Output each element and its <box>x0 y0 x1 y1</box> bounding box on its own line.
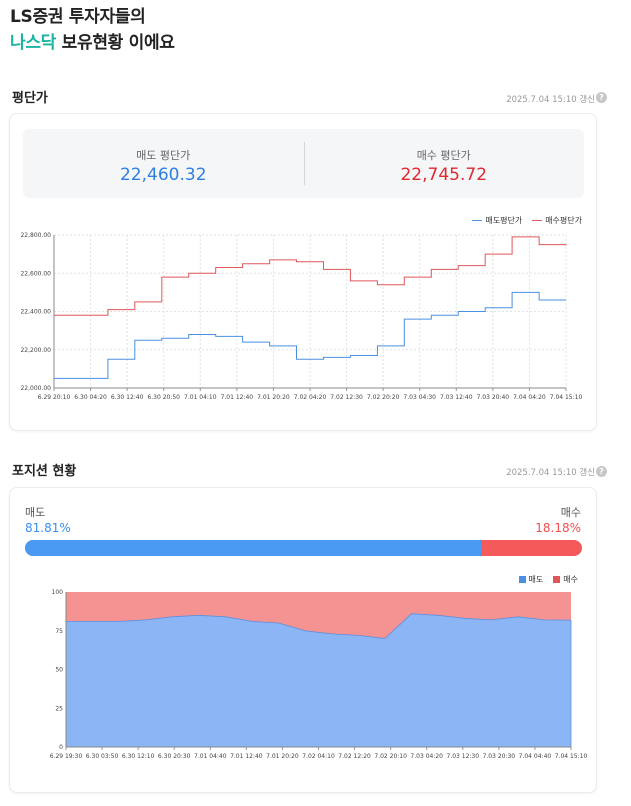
x-tick-label: 7.01 04:10 <box>184 394 217 401</box>
pos-section-title: 포지션 현황 <box>12 464 77 479</box>
headline-accent: 나스닥 <box>10 33 57 53</box>
x-tick-label: 7.01 20:20 <box>257 394 290 401</box>
position-ratio-sell-fill <box>25 540 481 556</box>
y-tick-label: 50 <box>55 667 63 674</box>
x-tick-label: 7.01 12:40 <box>230 753 263 760</box>
sell-avg-block: 매도 평단가 22,460.32 <box>23 129 304 198</box>
pos-buy-value: 18.18% <box>535 521 581 535</box>
x-tick-label: 6.30 20:50 <box>147 394 180 401</box>
x-tick-label: 6.30 20:30 <box>158 753 191 760</box>
buy-avg-value: 22,745.72 <box>400 165 488 185</box>
legend-item-buy[interactable]: 매수 <box>553 574 578 585</box>
y-tick-label: 0 <box>59 744 63 751</box>
x-tick-label: 6.29 19:30 <box>50 753 83 760</box>
series-line-buy <box>54 236 567 316</box>
page-headline: LS증권 투자자들의 나스닥 보유현황 이에요 <box>10 4 175 56</box>
y-tick-label: 22,400.00 <box>20 309 51 316</box>
x-tick-label: 6.30 12:10 <box>122 753 155 760</box>
summary-divider <box>303 142 305 185</box>
buy-avg-label: 매수 평단가 <box>416 149 471 162</box>
x-tick-label: 7.02 12:20 <box>338 753 371 760</box>
y-tick-label: 100 <box>52 589 64 596</box>
x-tick-label: 7.01 04:40 <box>194 753 227 760</box>
position-ratio-bar <box>25 540 582 556</box>
x-tick-label: 6.30 04:20 <box>74 394 107 401</box>
pos-sell-value: 81.81% <box>25 521 71 535</box>
x-tick-label: 7.02 20:10 <box>374 753 407 760</box>
legend-item-sell[interactable]: 매도평단가 <box>472 215 522 226</box>
position-area-chart: 0 25 50 75 100 6.29 19:30 6.30 03:50 6.30 12:10… <box>50 589 588 760</box>
y-tick-label: 75 <box>55 628 63 635</box>
y-tick-label: 22,800.00 <box>20 232 51 239</box>
x-tick-label: 6.30 03:50 <box>86 753 119 760</box>
avg-updated-time: 2025.7.04 15:10 갱신 <box>506 95 595 105</box>
x-tick-label: 7.03 20:30 <box>483 753 516 760</box>
x-tick-label: 7.02 04:10 <box>302 753 335 760</box>
help-icon[interactable]: ? <box>596 466 607 477</box>
area-sell <box>65 613 572 748</box>
avg-section-title: 평단가 <box>12 91 48 106</box>
legend-label-sell: 매도 <box>528 575 544 584</box>
y-tick-label: 22,200.00 <box>20 347 51 354</box>
x-tick-label: 7.03 04:20 <box>410 753 443 760</box>
legend-item-buy[interactable]: 매수평단가 <box>532 215 582 226</box>
series-line-sell <box>54 291 566 379</box>
sell-avg-label: 매도 평단가 <box>136 149 191 162</box>
avg-price-summary: 매도 평단가 22,460.32 매수 평단가 22,745.72 <box>23 129 584 198</box>
headline-line2: 나스닥 보유현황 이에요 <box>10 30 175 56</box>
legend-item-sell[interactable]: 매도 <box>518 574 544 585</box>
headline-line1: LS증권 투자자들의 <box>10 7 146 27</box>
x-tick-label: 6.29 20:10 <box>38 394 71 401</box>
x-tick-label: 7.02 12:30 <box>330 394 363 401</box>
legend-label-buy: 매수평단가 <box>545 216 582 225</box>
x-tick-label: 7.04 04:20 <box>513 394 546 401</box>
legend-label-buy: 매수 <box>563 575 578 584</box>
x-tick-label: 6.30 12:40 <box>111 394 144 401</box>
y-tick-label: 22,600.00 <box>20 270 51 277</box>
avg-chart-legend: 매도평단가 매수평단가 <box>472 215 582 226</box>
x-tick-label: 7.01 20:20 <box>266 753 299 760</box>
pos-chart-legend: 매도 매수 <box>518 574 578 585</box>
x-tick-label: 7.03 12:40 <box>440 394 473 401</box>
y-tick-label: 22,000.00 <box>20 385 51 392</box>
buy-avg-block: 매수 평단가 22,745.72 <box>304 129 585 198</box>
x-tick-label: 7.01 12:40 <box>221 394 254 401</box>
x-tick-label: 7.03 04:30 <box>403 394 436 401</box>
legend-label-sell: 매도평단가 <box>485 216 523 225</box>
headline-rest: 보유현황 이에요 <box>56 33 175 53</box>
pos-updated-time: 2025.7.04 15:10 갱신 <box>506 468 595 478</box>
x-tick-label: 7.04 04:40 <box>519 753 552 760</box>
avg-price-line-chart: 22,000.00 22,200.00 22,400.00 22,600.00 22,8… <box>20 232 583 401</box>
position-card: 매도 81.81% 매수 18.18% 매도 매수 0 25 50 75 100 6.29… <box>9 487 597 793</box>
help-icon[interactable]: ? <box>596 92 607 103</box>
x-tick-label: 7.02 04:20 <box>294 394 327 401</box>
avg-price-card: 매도 평단가 22,460.32 매수 평단가 22,745.72 매도평단가 … <box>9 113 597 431</box>
x-tick-label: 7.04 15:10 <box>555 753 588 760</box>
x-tick-label: 7.02 20:20 <box>367 394 400 401</box>
pos-buy-label: 매수 <box>560 506 581 519</box>
y-tick-label: 25 <box>55 705 63 712</box>
pos-sell-label: 매도 <box>25 506 46 519</box>
x-tick-label: 7.03 20:40 <box>477 394 510 401</box>
sell-avg-value: 22,460.32 <box>119 165 207 185</box>
x-tick-label: 7.04 15:10 <box>550 394 583 401</box>
x-tick-label: 7.03 12:30 <box>447 753 480 760</box>
